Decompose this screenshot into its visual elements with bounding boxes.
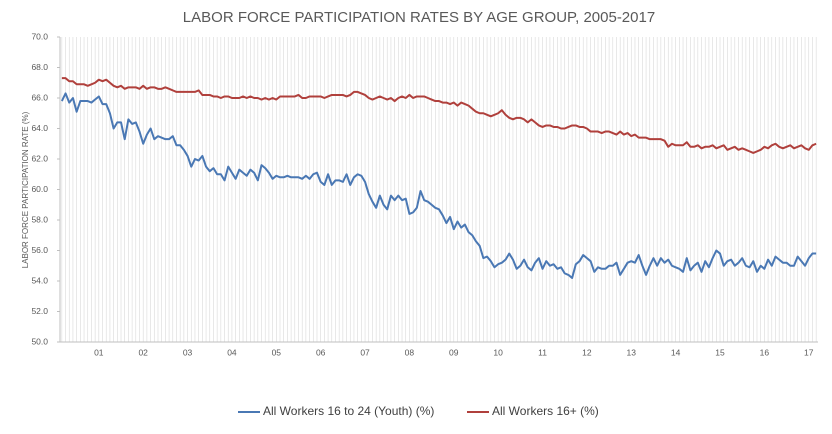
- x-tick-label: 11: [538, 347, 547, 357]
- y-tick-label: 50.0: [31, 336, 48, 346]
- y-tick-label: 68.0: [31, 62, 48, 72]
- x-tick-label: 13: [627, 347, 637, 357]
- x-tick-label: 05: [272, 347, 282, 357]
- x-tick-label: 03: [183, 347, 193, 357]
- y-tick-label: 64.0: [31, 123, 48, 133]
- x-tick-label: 14: [671, 347, 681, 357]
- series-line: [61, 77, 817, 154]
- x-tick-label: 15: [715, 347, 725, 357]
- series-line: [60, 92, 817, 279]
- x-tick-label: 17: [804, 347, 814, 357]
- x-tick-label: 09: [449, 347, 459, 357]
- x-tick-label: 04: [227, 347, 237, 357]
- x-tick-label: 08: [405, 347, 415, 357]
- chart-title: LABOR FORCE PARTICIPATION RATES BY AGE G…: [183, 9, 655, 26]
- x-tick-label: 07: [360, 347, 370, 357]
- y-tick-label: 56.0: [31, 245, 48, 255]
- y-tick-label: 70.0: [31, 31, 48, 41]
- x-tick-label: 12: [582, 347, 592, 357]
- y-tick-label: 54.0: [31, 275, 48, 285]
- x-tick-label: 02: [138, 347, 148, 357]
- y-axis-label: LABOR FORCE PARTICIPATION RATE (%): [21, 111, 30, 268]
- x-tick-label: 06: [316, 347, 326, 357]
- y-tick-label: 60.0: [31, 184, 48, 194]
- y-tick-label: 62.0: [31, 153, 48, 163]
- x-tick-label: 01: [94, 347, 104, 357]
- x-tick-label: 10: [493, 347, 503, 357]
- y-tick-label: 58.0: [31, 214, 48, 224]
- legend-label: All Workers 16+ (%): [492, 404, 599, 418]
- y-tick-label: 52.0: [31, 306, 48, 316]
- y-tick-label: 66.0: [31, 92, 48, 102]
- legend-label: All Workers 16 to 24 (Youth) (%): [263, 404, 434, 418]
- x-tick-label: 16: [760, 347, 770, 357]
